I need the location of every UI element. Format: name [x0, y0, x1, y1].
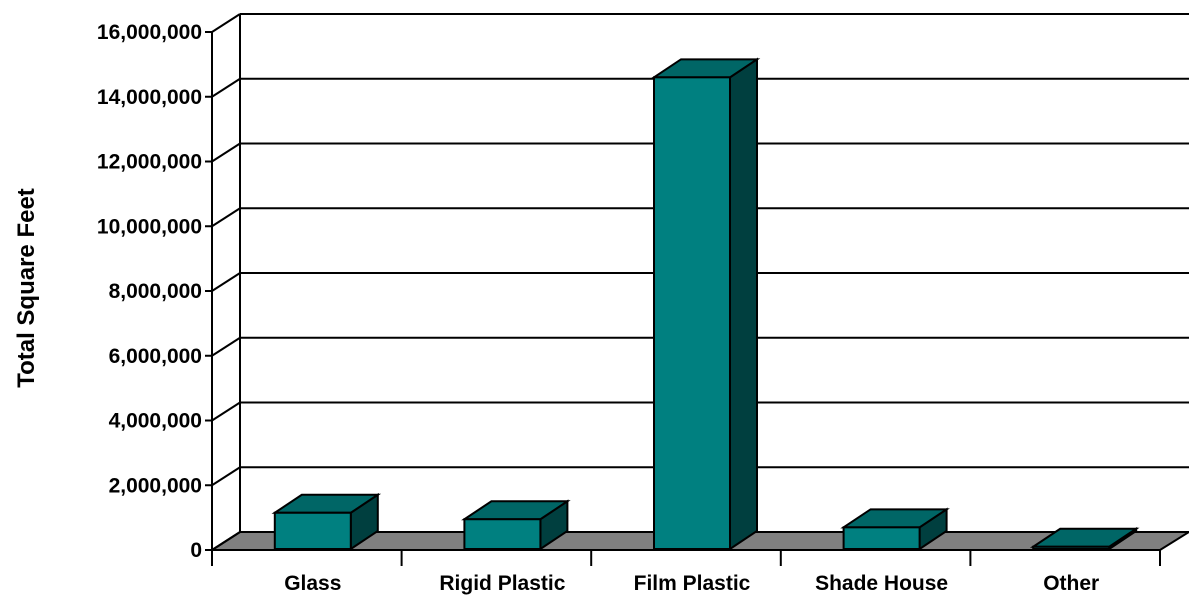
bar-front [842, 526, 921, 551]
y-tick-label: 12,000,000 [97, 151, 202, 174]
y-tick-label: 16,000,000 [97, 21, 202, 44]
bar-side [729, 57, 758, 551]
y-axis-title: Total Square Feet [13, 188, 40, 388]
bar-front [1032, 545, 1111, 551]
y-tick-label: 4,000,000 [109, 410, 202, 433]
side-wall-line [211, 272, 241, 292]
x-tick-label: Shade House [815, 572, 948, 595]
y-tick-label: 14,000,000 [97, 86, 202, 109]
y-tick-label: 10,000,000 [97, 215, 202, 238]
x-tick-label: Glass [284, 572, 341, 595]
side-wall-line [211, 142, 241, 163]
x-tick-label: Rigid Plastic [439, 572, 565, 595]
side-wall-line [211, 207, 241, 228]
bar-other [1029, 526, 1140, 551]
bar-rigid-plastic [461, 499, 571, 551]
y-tick-labels: 0 2,000,000 4,000,000 6,000,000 8,000,000 10,… [97, 21, 202, 562]
bar-front [653, 76, 731, 550]
bar-shade-house [840, 507, 950, 551]
side-wall-line [211, 77, 241, 98]
bars [271, 57, 1140, 551]
y-tick-label: 2,000,000 [109, 474, 202, 497]
x-tick-labels: Glass Rigid Plastic Film Plastic Shade Hous… [284, 572, 1099, 595]
bar-film-plastic [650, 57, 761, 551]
side-wall-line [211, 13, 241, 33]
x-tick-label: Film Plastic [634, 572, 751, 595]
bar-glass [271, 492, 382, 551]
axes [205, 13, 1189, 566]
bar-front [463, 518, 542, 551]
y-tick-label: 8,000,000 [109, 280, 202, 303]
side-wall-line [211, 531, 241, 551]
side-wall-line [211, 466, 241, 487]
y-tick-label: 0 [190, 539, 202, 562]
side-wall-line [211, 401, 241, 422]
x-tick-label: Other [1043, 572, 1099, 595]
y-tick-label: 6,000,000 [109, 345, 202, 368]
side-wall-line [211, 336, 241, 357]
bar-front [273, 511, 352, 550]
